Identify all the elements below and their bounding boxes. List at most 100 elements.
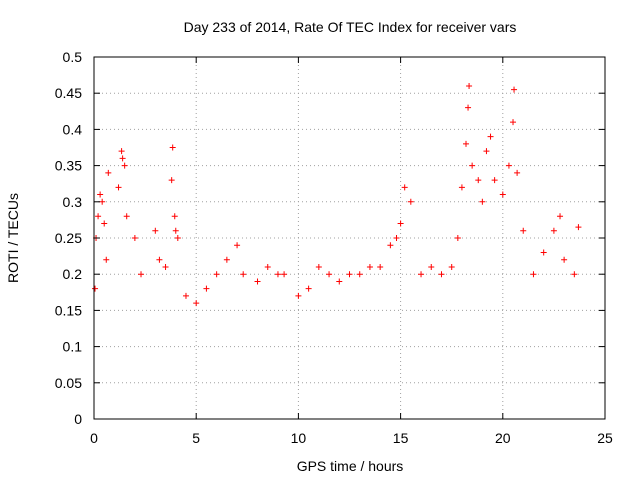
data-point [152,227,159,234]
data-point [448,263,455,270]
x-tick-label: 25 [597,430,613,446]
data-point [510,119,517,126]
data-point [168,177,175,184]
data-point [156,256,163,263]
data-point [397,220,404,227]
data-point [483,148,490,155]
data-point [346,271,353,278]
data-point [438,271,445,278]
data-point [377,263,384,270]
data-point [466,82,473,89]
data-point [193,300,200,307]
x-tick-label: 0 [90,430,98,446]
data-point [162,263,169,270]
data-point [95,213,102,220]
y-tick-label: 0.5 [63,49,83,65]
data-point [407,198,414,205]
data-point [264,263,271,270]
data-point [315,263,322,270]
y-tick-label: 0.1 [63,339,83,355]
data-point [530,271,537,278]
x-tick-label: 10 [291,430,307,446]
data-point [118,148,125,155]
data-point [138,271,145,278]
data-point [491,177,498,184]
data-points [92,82,582,307]
y-tick-label: 0 [74,411,82,427]
data-point [115,184,122,191]
data-point [469,162,476,169]
data-point [97,191,104,198]
data-point [105,169,112,176]
data-point [103,256,110,263]
data-point [387,242,394,249]
data-point [454,235,461,241]
data-point [254,278,261,285]
data-point [274,271,281,278]
data-point [305,285,312,292]
chart-title: Day 233 of 2014, Rate Of TEC Index for r… [184,19,517,35]
y-tick-label: 0.05 [55,375,82,391]
y-tick-label: 0.4 [63,121,83,137]
data-point [182,292,189,299]
data-point [571,271,578,278]
data-point [295,292,302,299]
data-point [550,227,557,234]
data-point [121,162,128,169]
data-point [475,177,482,184]
data-point [418,271,425,278]
data-point [505,162,512,169]
data-point [223,256,230,263]
data-point [171,213,178,220]
data-point [366,263,373,270]
data-point [169,144,176,151]
data-point [336,278,343,285]
data-point [458,184,465,191]
data-point [213,271,220,278]
y-tick-labels: 0 0.05 0.1 0.15 0.2 0.25 0.3 0.35 0.4 0.45 0.5 [55,49,82,427]
data-point [123,213,130,220]
data-point [203,285,210,292]
data-point [131,235,138,241]
data-point [463,140,470,147]
x-axis-label: GPS time / hours [297,458,404,474]
data-point [520,227,527,234]
x-tick-labels: 0 5 10 15 20 25 [90,430,613,446]
data-point [99,198,106,205]
data-point [234,242,241,249]
data-point [119,155,126,162]
data-point [172,227,179,234]
data-point [401,184,408,191]
y-tick-label: 0.35 [55,158,82,174]
data-point [101,220,108,227]
data-point [561,256,568,263]
data-point [465,104,472,111]
x-tick-label: 5 [192,430,200,446]
y-tick-label: 0.2 [63,266,83,282]
data-point [174,235,181,241]
data-point [514,169,521,176]
data-point [511,86,518,93]
data-point [479,198,486,205]
y-tick-label: 0.15 [55,302,82,318]
axis-ticks [93,56,606,420]
y-tick-label: 0.45 [55,85,82,101]
data-point [575,224,582,231]
x-tick-label: 20 [495,430,511,446]
data-point [240,271,247,278]
x-tick-label: 15 [393,430,409,446]
data-point [326,271,333,278]
data-point [281,271,288,278]
data-point [393,235,400,241]
y-axis-label: ROTI / TECUs [5,193,21,283]
grid-lines [94,57,605,419]
data-point [356,271,363,278]
data-point [428,263,435,270]
y-tick-label: 0.25 [55,230,82,246]
data-point [540,249,547,256]
y-tick-label: 0.3 [63,194,83,210]
data-point [92,285,99,292]
data-point [499,191,506,198]
data-point [557,213,564,220]
